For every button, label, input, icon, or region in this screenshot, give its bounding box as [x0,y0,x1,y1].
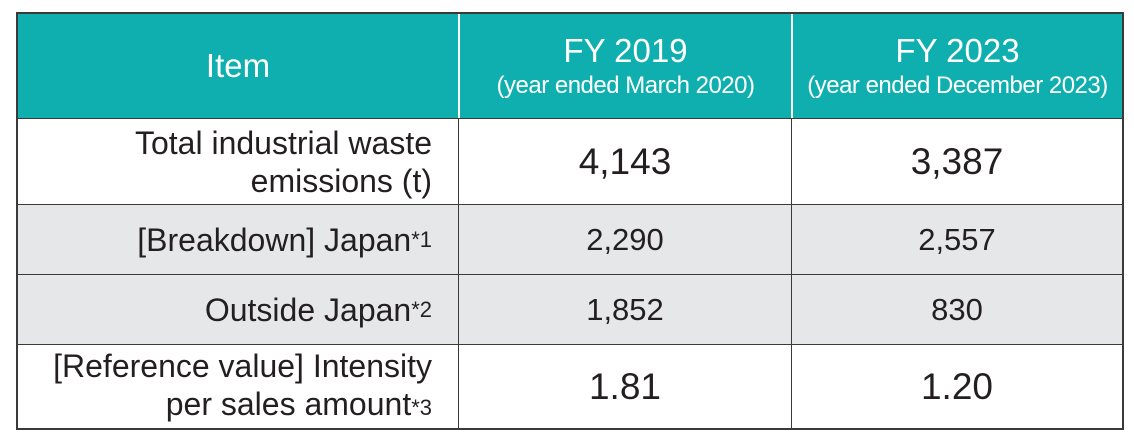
table-row: [Reference value] Intensity per sales am… [18,344,1122,428]
header-fy2019-title: FY 2019 [563,32,688,69]
value-text: 1.20 [920,365,993,407]
table-header-row: Item FY 2019 (year ended March 2020) FY … [18,14,1122,118]
header-fy2019: FY 2019 (year ended March 2020) [458,14,791,118]
footnote-marker: *1 [411,226,432,252]
value-fy2019: 1,852 [458,275,791,344]
value-text: 830 [931,291,983,327]
value-fy2019: 4,143 [458,119,791,204]
header-item: Item [18,14,458,118]
row-label: Total industrial waste emissions (t) [18,119,458,204]
row-label: Outside Japan *2 [18,275,458,344]
value-fy2023: 2,557 [791,205,1122,274]
row-label-text: [Breakdown] Japan [137,221,412,258]
header-fy2023: FY 2023 (year ended December 2023) [791,14,1122,118]
row-label-line2: emissions (t) [250,162,432,199]
row-label-text: Outside Japan [204,291,412,328]
value-fy2019: 2,290 [458,205,791,274]
row-label-line2-wrap: per sales amount*3 [53,385,432,427]
value-text: 1,852 [586,291,664,327]
footnote-marker: *2 [411,296,432,322]
row-label-line1: Total industrial waste [134,124,432,161]
header-fy2019-subtitle: (year ended March 2020) [496,72,755,99]
value-fy2023: 830 [791,275,1122,344]
row-label-line1: [Reference value] Intensity [53,347,432,384]
table-row: Outside Japan *2 1,852 830 [18,274,1122,344]
footnote-marker: *3 [411,394,432,420]
value-text: 3,387 [910,140,1004,182]
table-row: Total industrial waste emissions (t) 4,1… [18,118,1122,204]
value-fy2023: 3,387 [791,119,1122,204]
header-fy2023-subtitle: (year ended December 2023) [807,72,1108,99]
value-text: 4,143 [578,140,672,182]
row-label-line2: per sales amount [165,385,412,422]
header-item-label: Item [205,47,271,84]
header-fy2023-title: FY 2023 [895,32,1020,69]
row-label: [Breakdown] Japan *1 [18,205,458,274]
value-text: 1.81 [588,365,661,407]
value-text: 2,557 [918,221,996,257]
value-fy2019: 1.81 [458,345,791,428]
table-row: [Breakdown] Japan *1 2,290 2,557 [18,204,1122,274]
value-fy2023: 1.20 [791,345,1122,428]
row-label: [Reference value] Intensity per sales am… [18,345,458,428]
value-text: 2,290 [586,221,664,257]
waste-emissions-table: Item FY 2019 (year ended March 2020) FY … [16,12,1124,430]
